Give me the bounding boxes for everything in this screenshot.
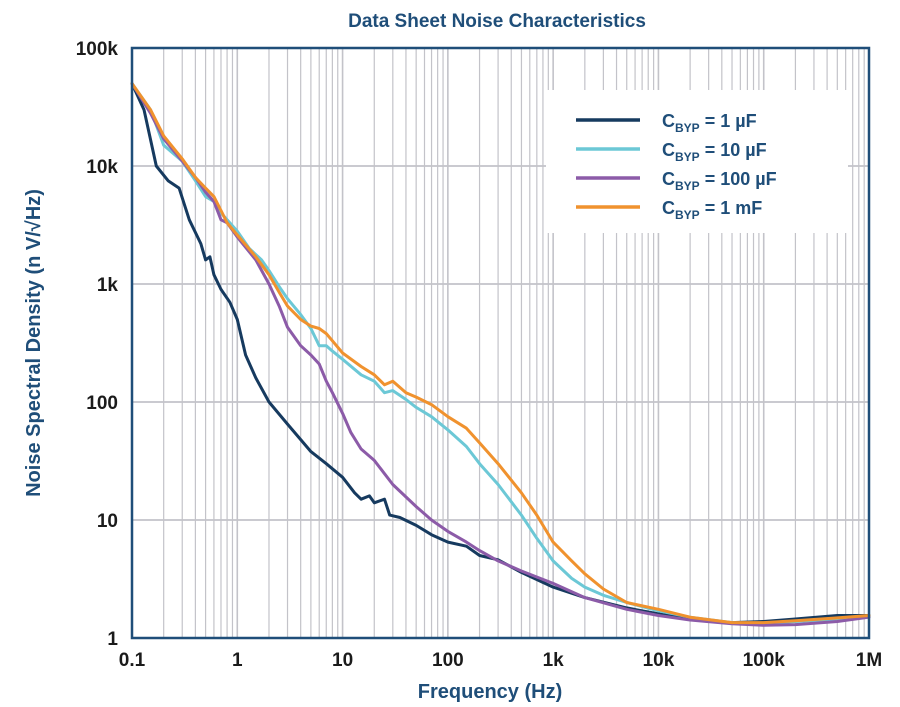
y-axis-title: Noise Spectral Density (n V/√Hz) [23, 189, 45, 497]
y-tick-labels: 1 10 100 1k 10k 100k [76, 39, 119, 650]
y-tick-label: 100 [86, 393, 118, 414]
legend-box [546, 90, 848, 233]
chart-title: Data Sheet Noise Characteristics [348, 11, 646, 32]
x-tick-label: 10k [643, 650, 675, 671]
y-tick-label: 1k [97, 275, 119, 296]
legend: CBYP = 1 µF CBYP = 10 µF CBYP = 100 µF CBYP… [546, 90, 848, 233]
x-tick-label: 100 [432, 650, 464, 671]
legend-label-1: CBYP = 1 µF [662, 111, 757, 135]
legend-label-4: CBYP = 1 mF [662, 198, 762, 222]
series-line-4 [130, 82, 871, 625]
grid-lines [132, 48, 869, 638]
legend-label-2: CBYP = 10 µF [662, 140, 767, 164]
y-tick-label: 10 [97, 511, 118, 532]
y-tick-label: 1 [107, 629, 118, 650]
x-tick-label: 1 [232, 650, 243, 671]
series-lines [130, 82, 871, 627]
x-tick-label: 10 [332, 650, 353, 671]
plot-frame [130, 46, 871, 640]
x-tick-labels: 0.1 1 10 100 1k 10k 100k 1M [119, 650, 882, 671]
x-tick-label: 0.1 [119, 650, 146, 671]
x-tick-label: 100k [743, 650, 786, 671]
y-tick-label: 10k [86, 157, 118, 178]
y-tick-label: 100k [76, 39, 119, 60]
x-tick-label: 1M [856, 650, 882, 671]
series-line-3 [130, 82, 871, 627]
legend-label-3: CBYP = 100 µF [662, 169, 777, 193]
x-tick-label: 1k [543, 650, 565, 671]
x-axis-title: Frequency (Hz) [418, 681, 562, 703]
